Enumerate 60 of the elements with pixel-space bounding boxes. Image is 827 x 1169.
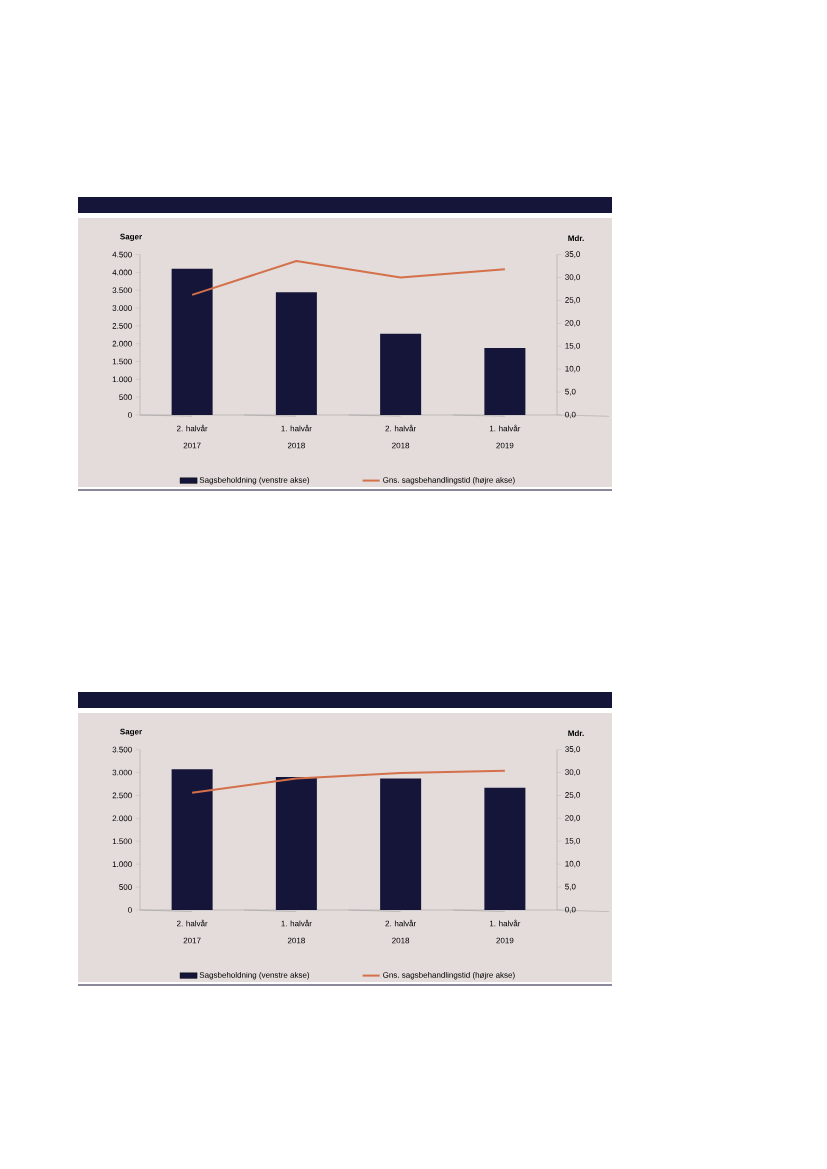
y2-tick-label: 15,0 (565, 342, 581, 350)
y-tick-label: 2.500 (112, 323, 132, 329)
y2-tick-label: 35,0 (565, 251, 581, 258)
category-label: 1. halvår 2019 (489, 424, 521, 449)
y2-tick-label: 30,0 (565, 274, 581, 281)
y-axis-title: Sager (120, 233, 142, 242)
y-axis-title: Sager (120, 728, 142, 737)
y-tick-label: 2.000 (112, 815, 132, 822)
category-label: 1. halvår 2018 (281, 424, 312, 449)
legend-label: Sagsbeholdning (venstre akse) (199, 971, 310, 980)
line-series (191, 769, 506, 794)
y-tick-label: 500 (119, 884, 132, 890)
bar (275, 777, 317, 910)
category-label: 2. halvår 2017 (176, 919, 208, 944)
y2-tick-label: 5,0 (565, 883, 576, 891)
y2-tick-label: 25,0 (565, 297, 581, 304)
y-tick-label: 1.500 (112, 838, 132, 845)
y2-tick-label: 25,0 (565, 792, 581, 799)
line-series (191, 260, 506, 296)
y2-tick-label: 5,0 (565, 388, 576, 396)
bar (171, 769, 213, 910)
y-tick-label: 3.500 (112, 287, 132, 294)
y-tick-label: 3.500 (112, 746, 132, 753)
y-tick-label: 3.000 (112, 305, 132, 311)
bar (484, 347, 526, 415)
y2-tick-label: 10,0 (565, 860, 581, 868)
category-label: 1. halvår 2019 (489, 919, 521, 944)
y-tick-label: 0 (128, 412, 132, 418)
y-tick-label: 4.000 (112, 269, 132, 276)
bar (380, 333, 422, 415)
y-tick-label: 1.000 (112, 861, 132, 867)
y2-tick-label: 0,0 (565, 906, 576, 914)
y2-tick-label: 35,0 (565, 746, 581, 753)
y-tick-label: 0 (128, 907, 132, 913)
y2-tick-label: 20,0 (565, 320, 581, 327)
bar (380, 778, 422, 910)
legend-label: Gns. sagsbehandlingstid (højre akse) (383, 971, 515, 980)
category-label: 2. halvår 2018 (385, 919, 417, 944)
y2-tick-label: 20,0 (565, 815, 581, 822)
category-label: 2. halvår 2017 (176, 424, 208, 449)
category-label: 1. halvår 2018 (281, 919, 312, 944)
y-tick-label: 2.500 (112, 792, 132, 799)
y2-tick-label: 0,0 (565, 411, 576, 419)
bar (275, 292, 317, 415)
y2-axis-title: Mdr. (568, 235, 584, 242)
y-tick-label: 3.000 (112, 769, 132, 776)
y-tick-label: 1.500 (112, 358, 132, 365)
legend-label: Gns. sagsbehandlingstid (højre akse) (383, 476, 515, 485)
bar (484, 787, 526, 910)
y-tick-label: 1.000 (112, 376, 132, 383)
category-label: 2. halvår 2018 (385, 424, 417, 449)
y2-axis-title: Mdr. (568, 730, 584, 737)
y-tick-label: 4.500 (112, 251, 132, 258)
y-tick-label: 2.000 (112, 340, 132, 347)
legend-label: Sagsbeholdning (venstre akse) (199, 476, 310, 485)
bar (171, 268, 213, 415)
y2-tick-label: 30,0 (565, 769, 581, 776)
y2-tick-label: 15,0 (565, 837, 581, 845)
y2-tick-label: 10,0 (565, 365, 581, 373)
y-tick-label: 500 (119, 394, 132, 400)
